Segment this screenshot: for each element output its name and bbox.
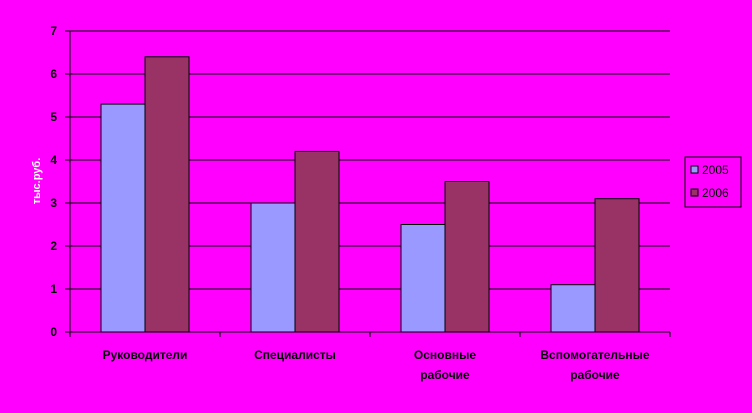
category-label-line: рабочие <box>420 368 470 382</box>
category-label: Вспомогательные рабочие <box>540 348 650 382</box>
category-label-line: рабочие <box>570 368 620 382</box>
legend-label-2006: 2006 <box>702 186 729 200</box>
category-label-line: Основные <box>414 348 476 362</box>
category-label-line: Специалисты <box>254 348 336 362</box>
y-tick-label: 6 <box>50 67 57 81</box>
category-labels: Руководители Специалисты Основные рабочиеВс… <box>103 348 650 382</box>
y-tick-label: 0 <box>50 325 57 339</box>
legend: 2005 2006 <box>684 156 742 208</box>
legend-label-2005: 2005 <box>702 163 729 177</box>
bar-2005-4 <box>550 284 596 333</box>
bar-2006-1 <box>144 56 190 333</box>
y-tick-label: 5 <box>50 110 57 124</box>
y-tick-label: 2 <box>50 239 57 253</box>
bars <box>100 56 640 333</box>
category-label: Основные рабочие <box>414 348 476 382</box>
legend-swatch-2005 <box>690 165 699 174</box>
bar-2005-2 <box>250 202 296 333</box>
legend-box <box>684 156 742 208</box>
legend-swatch-2006 <box>690 188 699 197</box>
y-tick-label: 4 <box>50 153 57 167</box>
bar-2006-4 <box>594 198 640 333</box>
bar-2005-1 <box>100 103 146 333</box>
y-axis-title: тыс.руб. <box>31 158 43 205</box>
y-tick-label: 1 <box>50 282 57 296</box>
category-label-line: Руководители <box>103 348 188 362</box>
y-tick-label: 3 <box>50 196 57 210</box>
y-tick-labels: 0 1 2 3 4 5 6 7 <box>50 24 70 339</box>
bar-2005-3 <box>400 224 446 333</box>
category-label: Специалисты <box>254 348 336 362</box>
category-label-line: Вспомогательные <box>540 348 650 362</box>
y-tick-label: 7 <box>50 24 57 38</box>
category-label: Руководители <box>103 348 188 362</box>
axes <box>69 31 671 337</box>
bar-2006-3 <box>444 181 490 333</box>
bar-2006-2 <box>294 150 340 333</box>
